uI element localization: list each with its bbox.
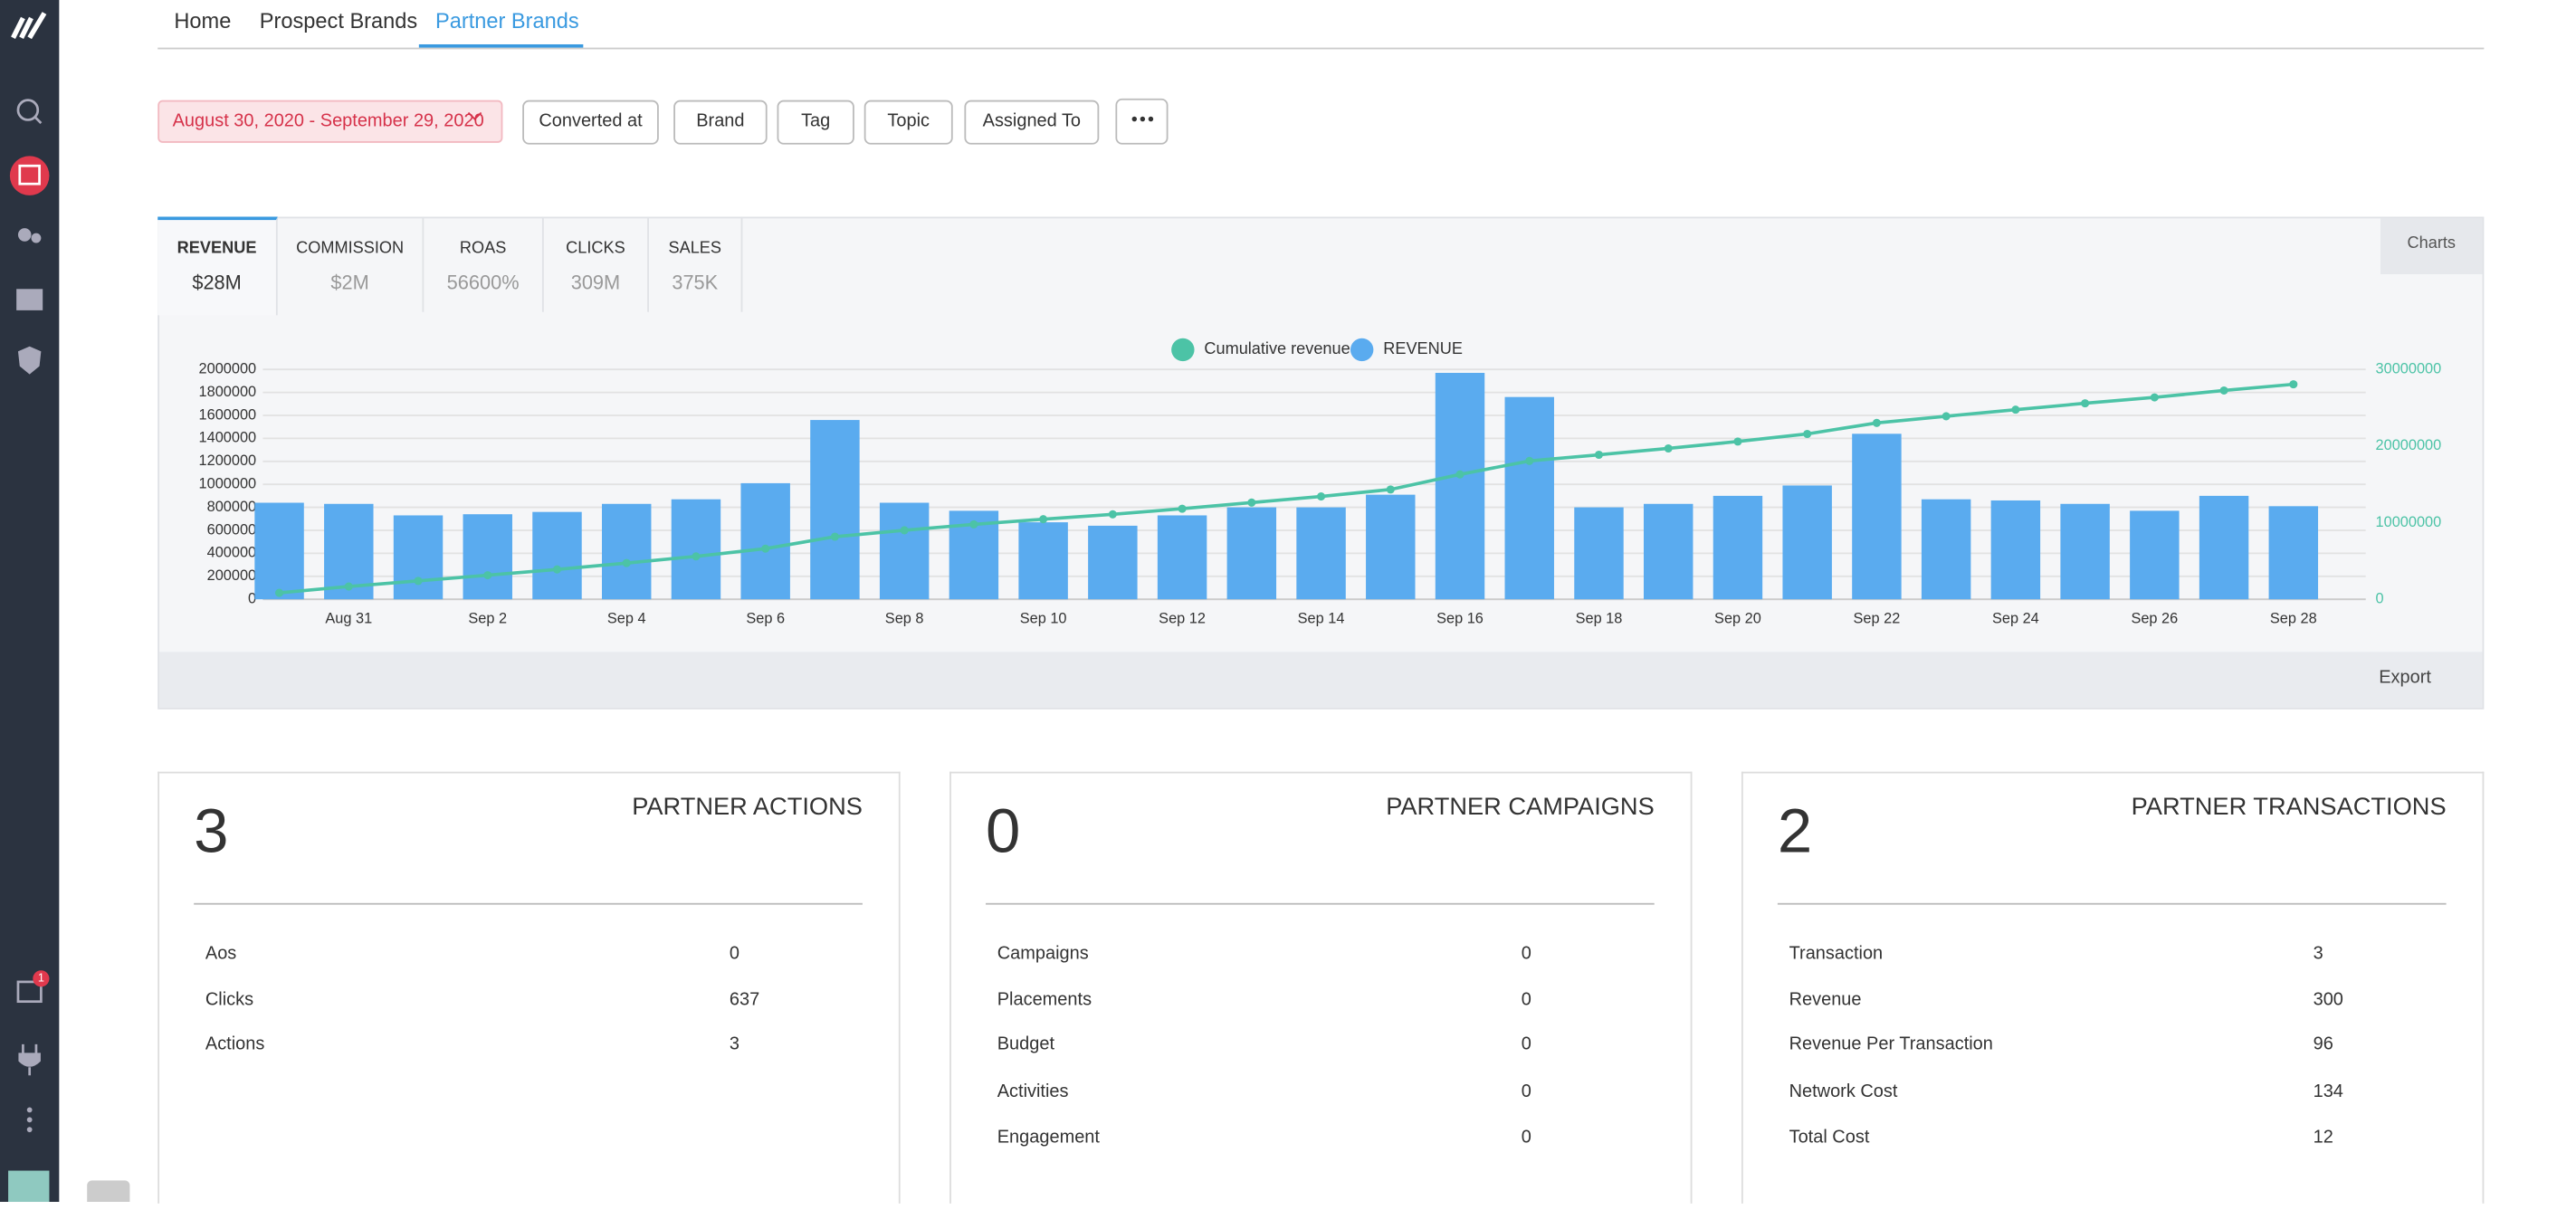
logo <box>11 12 47 40</box>
sidebar: 1 <box>0 0 60 1203</box>
filter-button[interactable]: Assigned To <box>964 100 1100 145</box>
dot <box>1148 116 1154 122</box>
more-icon[interactable] <box>26 1107 33 1113</box>
row-value: 0 <box>729 944 739 964</box>
row-label: Transaction <box>1789 944 1884 964</box>
search-icon <box>33 115 43 125</box>
row-label: Budget <box>997 1034 1055 1054</box>
sidebar-icons: 1 <box>8 12 50 1203</box>
row-label: Revenue <box>1789 989 1862 1010</box>
metric-tab[interactable] <box>649 216 743 312</box>
badge <box>33 970 50 987</box>
search-icon[interactable] <box>16 99 40 121</box>
nav-tab[interactable]: Home <box>174 8 232 33</box>
row-value: 3 <box>2313 944 2323 964</box>
metric-tab[interactable] <box>544 216 649 312</box>
row-label: Revenue Per Transaction <box>1789 1034 1993 1054</box>
row-label: Total Cost <box>1789 1128 1870 1148</box>
brands-icon[interactable] <box>9 156 50 195</box>
tab-divider <box>157 47 2485 50</box>
card-title: PARTNER TRANSACTIONS <box>2131 793 2447 822</box>
avatar[interactable] <box>8 1170 50 1203</box>
badge-count: 1 <box>38 972 44 985</box>
metric-label: CLICKS <box>566 239 625 258</box>
stat-card <box>949 771 1693 1204</box>
metric-label: SALES <box>668 239 722 258</box>
metric-tab[interactable] <box>278 216 425 312</box>
nav-tab[interactable]: Partner Brands <box>434 8 579 33</box>
shield-icon[interactable] <box>17 346 42 375</box>
row-label: Network Cost <box>1789 1081 1898 1102</box>
row-value: 0 <box>1521 1128 1531 1148</box>
tasks-icon[interactable] <box>16 980 43 1004</box>
date-filter[interactable]: August 30, 2020 - September 29, 2020 <box>157 100 503 143</box>
more-filters-button[interactable] <box>1115 98 1169 145</box>
metric-tab[interactable] <box>157 216 278 316</box>
card-count: 0 <box>986 797 1021 867</box>
metric-value: 56600% <box>446 271 520 294</box>
brands-icon <box>18 164 41 186</box>
metric-label: ROAS <box>459 239 507 258</box>
active-tab-underline <box>418 43 584 48</box>
chart-footer <box>159 652 2483 708</box>
card-divider <box>194 902 863 905</box>
filter-button[interactable]: Tag <box>777 100 854 145</box>
metric-value: $28M <box>192 271 242 294</box>
export-button[interactable]: Export <box>2379 668 2431 689</box>
row-label: Activities <box>997 1081 1069 1102</box>
card-divider <box>1777 902 2447 905</box>
filter-button[interactable]: Converted at <box>522 100 659 145</box>
row-label: Placements <box>997 989 1092 1010</box>
stat-card <box>1741 771 2485 1204</box>
row-value: 300 <box>2313 989 2343 1010</box>
card-count: 3 <box>194 797 229 867</box>
stat-card <box>157 771 901 1204</box>
reports-icon[interactable] <box>16 289 43 310</box>
more-icon <box>26 1117 33 1123</box>
row-value: 0 <box>1521 1081 1531 1102</box>
row-value: 0 <box>1521 989 1531 1010</box>
row-label: Engagement <box>997 1128 1100 1148</box>
row-value: 3 <box>729 1034 739 1054</box>
filter-button[interactable]: Topic <box>863 100 953 145</box>
card-title: PARTNER CAMPAIGNS <box>1386 793 1655 822</box>
card-title: PARTNER ACTIONS <box>632 793 863 822</box>
dot <box>1140 116 1146 122</box>
filter-button[interactable]: Brand <box>673 100 768 145</box>
row-value: 12 <box>2313 1128 2333 1148</box>
row-value: 637 <box>729 989 760 1010</box>
row-label: Campaigns <box>997 944 1089 964</box>
row-label: Actions <box>205 1034 265 1054</box>
row-value: 0 <box>1521 1034 1531 1054</box>
card-count: 2 <box>1777 797 1813 867</box>
row-label: Aos <box>205 944 237 964</box>
row-value: 134 <box>2313 1081 2343 1102</box>
partners-icon <box>31 233 42 243</box>
collapse-button[interactable] <box>87 1180 130 1203</box>
row-label: Clicks <box>205 989 254 1010</box>
plugin-icon[interactable] <box>18 1043 41 1076</box>
metric-label: COMMISSION <box>296 239 405 258</box>
dot <box>1131 116 1138 122</box>
metric-label: REVENUE <box>177 239 257 258</box>
metric-value: 375K <box>672 271 719 294</box>
card-divider <box>986 902 1655 905</box>
nav-tab[interactable]: Prospect Brands <box>259 8 418 33</box>
metric-tab[interactable] <box>424 216 544 312</box>
metric-value: 309M <box>570 271 621 294</box>
metric-value: $2M <box>330 271 369 294</box>
charts-menu[interactable]: Charts <box>2380 218 2483 274</box>
row-value: 0 <box>1521 944 1531 964</box>
row-value: 96 <box>2313 1034 2333 1054</box>
partners-icon[interactable] <box>17 228 32 242</box>
more-icon <box>26 1127 33 1133</box>
